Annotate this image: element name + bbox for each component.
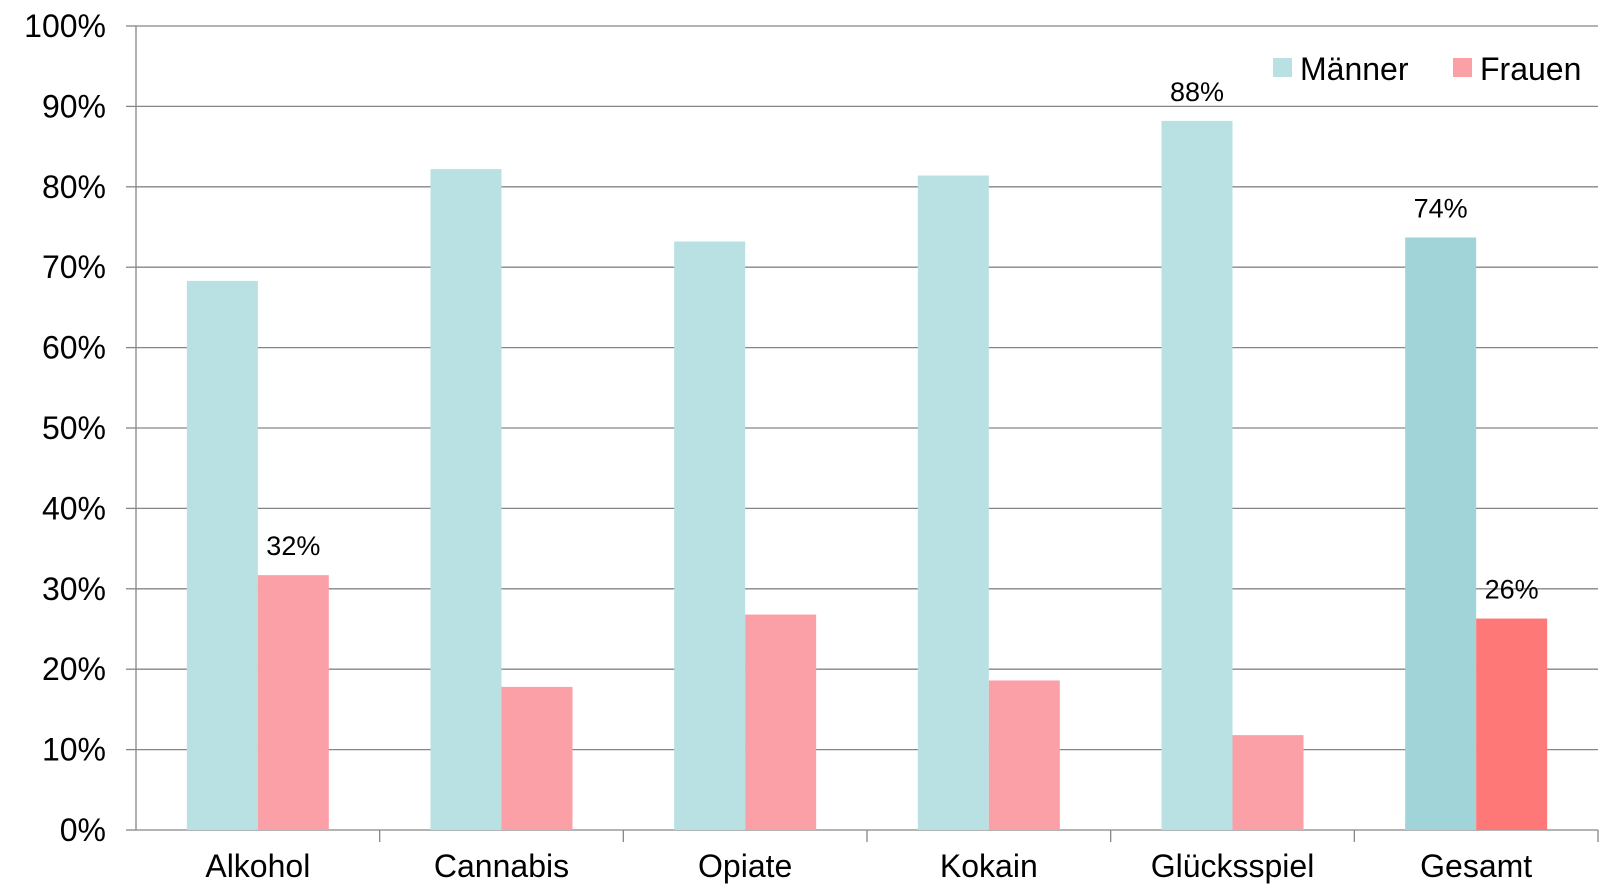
x-tick-label: Alkohol: [205, 848, 310, 884]
x-tick-label: Cannabis: [434, 848, 569, 884]
y-tick-label: 60%: [42, 330, 106, 366]
data-label: 32%: [266, 531, 320, 561]
y-tick-label: 40%: [42, 490, 106, 526]
bar-maenner: [186, 280, 258, 830]
y-tick-label: 80%: [42, 169, 106, 205]
x-tick-label: Opiate: [698, 848, 792, 884]
legend-swatch: [1453, 58, 1472, 77]
bars: [186, 120, 1548, 831]
bar-frauen: [501, 686, 573, 830]
bar-maenner: [917, 175, 989, 830]
bar-maenner: [674, 241, 746, 831]
bar-frauen: [1476, 618, 1548, 830]
bar-frauen: [257, 575, 329, 830]
bar-maenner: [1161, 120, 1233, 830]
legend-swatch: [1273, 58, 1292, 77]
x-tick-label: Kokain: [940, 848, 1038, 884]
x-tick-label: Gesamt: [1420, 848, 1532, 884]
data-label: 74%: [1414, 193, 1468, 223]
y-tick-label: 90%: [42, 88, 106, 124]
bar-frauen: [745, 614, 817, 830]
data-labels: 32% 88% 74% 26%: [266, 77, 1538, 605]
data-label: 88%: [1170, 77, 1224, 107]
gridlines: [136, 25, 1598, 751]
bar-frauen: [1232, 735, 1304, 830]
y-tick-label: 20%: [42, 651, 106, 687]
bar-maenner: [430, 169, 502, 830]
axes: 0% 10% 20% 30% 40% 50% 60% 70% 80% 90% 100% Alkohol…: [24, 8, 1599, 884]
x-tick-label: Glücksspiel: [1151, 848, 1315, 884]
bar-maenner: [1405, 237, 1477, 830]
y-tick-label: 30%: [42, 571, 106, 607]
legend-label: Männer: [1300, 51, 1409, 87]
y-tick-label: 70%: [42, 249, 106, 285]
y-tick-label: 50%: [42, 410, 106, 446]
bar-frauen: [988, 680, 1060, 830]
y-tick-label: 0%: [60, 812, 106, 848]
legend: Männer Frauen: [1273, 51, 1581, 87]
y-tick-label: 100%: [24, 8, 106, 44]
legend-label: Frauen: [1480, 51, 1581, 87]
data-label: 26%: [1485, 575, 1539, 605]
y-tick-label: 10%: [42, 732, 106, 768]
